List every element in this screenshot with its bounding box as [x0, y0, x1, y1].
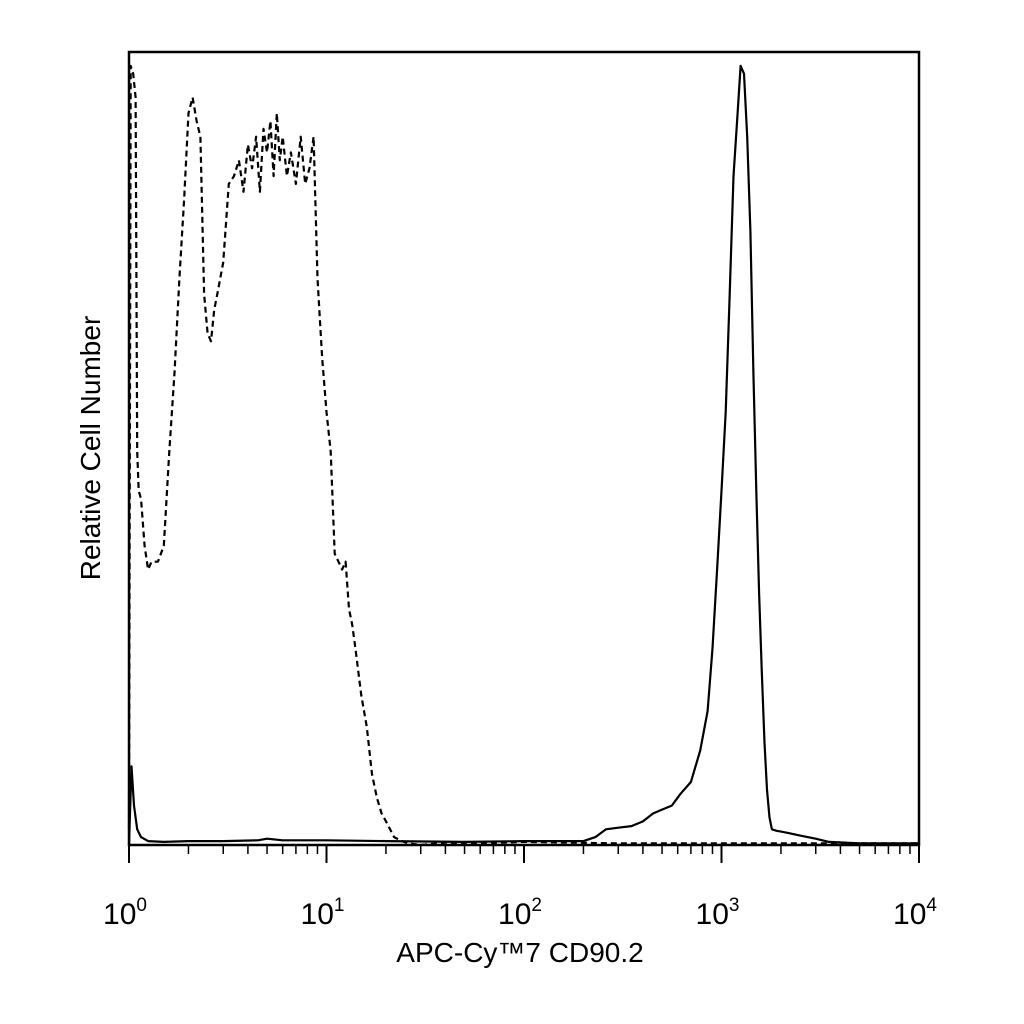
x-axis-tick-labels: 100 101 102 103 104 [103, 895, 937, 931]
series-line-dashed [127, 64, 919, 847]
x-axis-ticks [128, 845, 920, 863]
x-tick-label-base: 10 [893, 898, 926, 931]
x-tick-label-exponent: 0 [136, 895, 147, 916]
x-tick-label: 100 [103, 895, 147, 931]
x-tick-label: 101 [301, 895, 345, 931]
y-axis-title: Relative Cell Number [75, 316, 106, 581]
x-tick-label: 103 [696, 895, 740, 931]
x-tick-label-base: 10 [498, 898, 531, 931]
plot-frame [127, 50, 921, 847]
x-tick-label: 102 [498, 895, 542, 931]
x-tick-label: 104 [893, 895, 937, 931]
x-tick-label-exponent: 4 [926, 895, 937, 916]
series-layer [127, 64, 919, 847]
x-axis-title: APC-Cy™7 CD90.2 [396, 937, 643, 968]
x-tick-label-exponent: 3 [729, 895, 740, 916]
x-tick-label-base: 10 [696, 898, 729, 931]
x-tick-label-exponent: 2 [531, 895, 542, 916]
x-tick-label-base: 10 [103, 898, 136, 931]
series-line-solid [127, 64, 919, 846]
x-tick-label-base: 10 [301, 898, 334, 931]
x-tick-label-exponent: 1 [334, 895, 345, 916]
